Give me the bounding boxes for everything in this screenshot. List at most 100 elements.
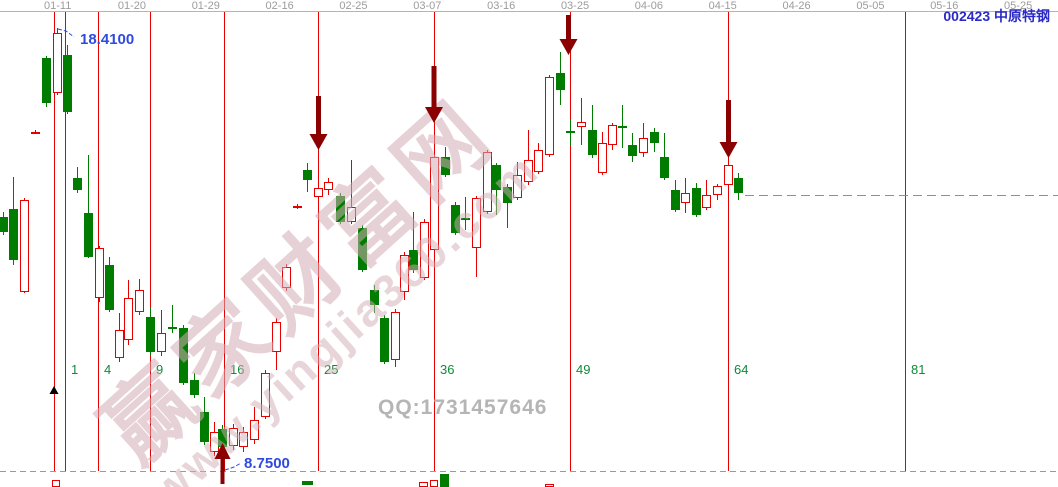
- candle-body: [324, 182, 333, 191]
- candle-body: [608, 125, 617, 145]
- mini-candle: [440, 474, 449, 487]
- gann-line-number: 36: [440, 362, 455, 377]
- date-label: 02-25: [339, 0, 368, 12]
- candle-body: [314, 187, 323, 197]
- candle-wick: [506, 183, 508, 228]
- gann-line: [65, 12, 66, 471]
- candle-body: [282, 266, 291, 289]
- candle-body: [303, 169, 312, 180]
- candle-body: [105, 265, 114, 310]
- candle-body: [168, 326, 177, 329]
- candle-body: [451, 205, 460, 234]
- candle-body: [73, 178, 82, 191]
- date-label: 03-16: [487, 0, 516, 12]
- qq-contact-text: QQ:1731457646: [378, 396, 548, 419]
- candle-body: [430, 156, 439, 250]
- candle-body: [84, 213, 93, 258]
- candle-body: [702, 195, 711, 208]
- candle-body: [179, 327, 188, 383]
- candle-body: [639, 137, 648, 153]
- candle-body: [556, 73, 565, 91]
- high-pointer: [57, 28, 75, 38]
- candle-body: [692, 187, 701, 215]
- up-arrow-icon: [214, 443, 231, 484]
- date-label: 02-16: [265, 0, 294, 12]
- candle-body: [724, 164, 733, 185]
- gann-line: [728, 12, 729, 471]
- stock-code-title: 002423 中原特钢: [943, 8, 1050, 24]
- candle-body: [53, 32, 62, 94]
- date-label: 04-26: [782, 0, 811, 12]
- candle-body: [31, 132, 40, 135]
- candle-body: [660, 156, 669, 179]
- candle-body: [409, 249, 418, 270]
- gann-line-number: 4: [104, 362, 112, 377]
- candle-body: [380, 317, 389, 363]
- date-label: 01-11: [44, 0, 72, 12]
- date-label: 05-05: [856, 0, 885, 12]
- date-label: 01-20: [117, 0, 146, 12]
- candle-body: [577, 121, 586, 127]
- low-price-callout: 8.7500: [244, 455, 290, 472]
- pane-divider-dashed: [0, 471, 1058, 472]
- candle-body: [618, 125, 627, 129]
- candle-body: [250, 420, 259, 441]
- down-arrow-icon: [719, 100, 738, 158]
- candle-body: [391, 312, 400, 360]
- candle-body: [671, 190, 680, 211]
- candle-body: [239, 432, 248, 448]
- date-label: 03-07: [413, 0, 442, 12]
- candle-body: [420, 222, 429, 278]
- candle-body: [681, 192, 690, 203]
- gann-line: [570, 12, 571, 471]
- candle-wick: [527, 129, 529, 185]
- start-marker-icon: [49, 386, 59, 394]
- down-arrow-icon: [309, 96, 328, 150]
- candle-body: [63, 55, 72, 113]
- candle-body: [347, 206, 356, 223]
- candle-body: [229, 428, 238, 446]
- candle-body: [42, 58, 51, 103]
- gann-line-number: 49: [576, 362, 591, 377]
- candle-body: [545, 77, 554, 156]
- candle-wick: [34, 129, 36, 134]
- mini-candle: [302, 481, 313, 485]
- candle-wick: [87, 155, 89, 258]
- candle-body: [135, 289, 144, 312]
- candle-body: [358, 227, 367, 270]
- candle-wick: [171, 304, 173, 333]
- candle-body: [272, 322, 281, 352]
- date-label: 04-06: [634, 0, 663, 12]
- candle-body: [628, 144, 637, 157]
- gann-line-number: 9: [156, 362, 164, 377]
- gann-line: [54, 12, 55, 471]
- candle-body: [370, 289, 379, 305]
- last-price-dashed-line: [745, 195, 1058, 196]
- gann-line-number: 1: [71, 362, 79, 377]
- candle-body: [261, 373, 270, 417]
- candle-body: [9, 209, 18, 261]
- candle-body: [146, 316, 155, 352]
- gann-line-number: 25: [324, 362, 339, 377]
- gann-line: [150, 12, 151, 471]
- candle-body: [200, 412, 209, 442]
- gann-line: [318, 12, 319, 471]
- candle-body: [503, 187, 512, 203]
- date-label: 04-15: [708, 0, 737, 12]
- candle-body: [483, 152, 492, 212]
- candle-body: [190, 380, 199, 395]
- candle-body: [566, 130, 575, 133]
- low-pointer: [224, 462, 242, 471]
- gann-line-number: 81: [911, 362, 926, 377]
- candle-body: [524, 160, 533, 183]
- candle-body: [598, 143, 607, 173]
- candle-body: [124, 297, 133, 340]
- candle-body: [115, 330, 124, 359]
- header-divider: [0, 11, 1058, 12]
- candle-body: [157, 332, 166, 352]
- candle-body: [492, 164, 501, 191]
- candle-wick: [464, 196, 466, 231]
- gann-line-number: 64: [734, 362, 749, 377]
- candle-body: [293, 206, 302, 209]
